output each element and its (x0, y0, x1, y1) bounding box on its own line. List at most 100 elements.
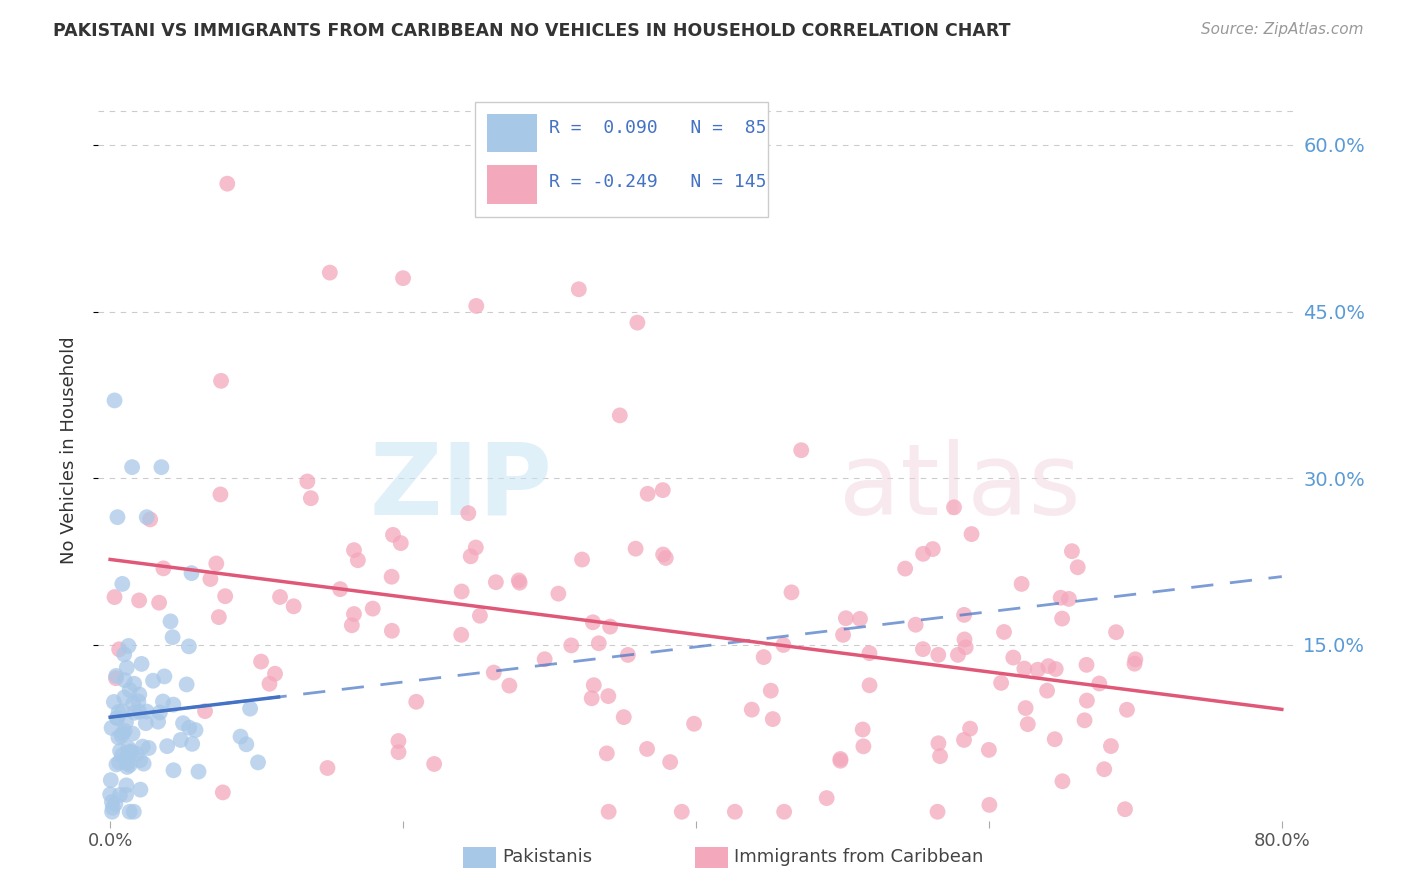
Point (343, 607, 366, 621)
Point (152, 694, 174, 708)
Point (835, 611, 858, 625)
Point (117, 639, 139, 653)
Point (122, 677, 145, 691)
Point (170, 733, 193, 747)
Point (659, 755, 682, 769)
Point (911, 642, 934, 657)
Point (148, 596, 170, 610)
Point (1088, 676, 1111, 690)
Point (124, 706, 146, 720)
Point (547, 587, 569, 601)
Point (1123, 657, 1146, 671)
Point (112, 648, 135, 662)
Point (953, 607, 976, 622)
FancyBboxPatch shape (486, 165, 537, 204)
Point (830, 754, 852, 768)
Point (959, 722, 981, 736)
Point (180, 566, 202, 581)
Point (184, 723, 207, 737)
Point (613, 710, 636, 724)
Point (139, 512, 162, 526)
Point (108, 642, 131, 657)
Point (1092, 762, 1115, 776)
Point (111, 704, 134, 718)
Point (110, 729, 132, 743)
Point (1011, 577, 1033, 591)
Point (269, 590, 291, 604)
Point (105, 757, 128, 772)
Point (152, 561, 174, 575)
Point (904, 617, 927, 632)
Point (347, 553, 370, 567)
Point (217, 177, 239, 191)
Point (790, 443, 813, 458)
Point (598, 689, 620, 703)
FancyBboxPatch shape (475, 103, 768, 218)
Point (159, 615, 181, 629)
Text: ZIP: ZIP (370, 439, 553, 536)
Point (849, 612, 872, 626)
Point (815, 791, 838, 805)
Point (259, 677, 281, 691)
Point (568, 282, 591, 296)
Text: R = -0.249   N = 145: R = -0.249 N = 145 (548, 173, 766, 192)
Point (177, 640, 200, 654)
Point (128, 593, 150, 607)
Point (894, 561, 917, 575)
Point (1105, 625, 1128, 640)
Point (101, 805, 124, 819)
Point (381, 528, 404, 542)
Point (114, 673, 136, 688)
Point (780, 585, 803, 599)
Point (533, 652, 555, 666)
Point (205, 557, 228, 571)
Point (132, 756, 155, 771)
Point (361, 601, 384, 615)
Point (112, 690, 135, 705)
Point (138, 741, 160, 756)
Point (121, 726, 143, 740)
Point (387, 734, 409, 748)
Point (979, 797, 1001, 812)
Point (187, 764, 209, 779)
Point (993, 624, 1015, 639)
Point (107, 510, 129, 524)
Point (1125, 652, 1147, 666)
Point (194, 704, 217, 718)
Point (624, 541, 647, 556)
Point (832, 628, 855, 642)
Point (953, 733, 976, 747)
Point (120, 744, 142, 758)
Point (162, 630, 184, 644)
Point (105, 711, 128, 725)
Text: Source: ZipAtlas.com: Source: ZipAtlas.com (1201, 22, 1364, 37)
Point (111, 748, 134, 763)
Point (423, 756, 446, 771)
Point (100, 773, 122, 788)
Point (955, 640, 977, 655)
Point (120, 745, 142, 759)
Point (1099, 739, 1122, 753)
Point (381, 624, 404, 638)
Point (149, 706, 172, 720)
Point (111, 726, 134, 740)
Point (626, 316, 648, 330)
Point (582, 615, 605, 630)
Point (1067, 560, 1090, 574)
Point (405, 695, 427, 709)
Point (599, 620, 621, 634)
Point (683, 716, 706, 731)
Point (762, 712, 785, 726)
Point (128, 705, 150, 719)
Point (482, 665, 505, 680)
Point (181, 737, 204, 751)
Point (571, 552, 593, 566)
Point (209, 374, 232, 388)
Point (172, 716, 194, 731)
Point (852, 723, 875, 737)
Point (636, 742, 658, 756)
Point (977, 743, 1000, 757)
Point (104, 671, 127, 685)
Point (135, 510, 157, 524)
Point (457, 506, 479, 520)
